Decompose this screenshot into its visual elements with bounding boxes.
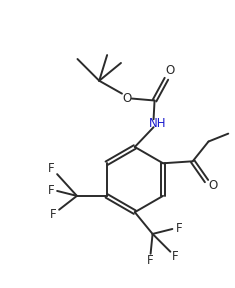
Text: NH: NH — [149, 117, 166, 130]
Text: F: F — [172, 250, 179, 263]
Text: O: O — [122, 92, 132, 105]
Text: O: O — [166, 65, 175, 77]
Text: F: F — [48, 184, 55, 198]
Text: O: O — [209, 179, 218, 192]
Text: F: F — [147, 254, 154, 267]
Text: F: F — [176, 223, 183, 236]
Text: F: F — [50, 208, 56, 221]
Text: F: F — [48, 162, 55, 175]
